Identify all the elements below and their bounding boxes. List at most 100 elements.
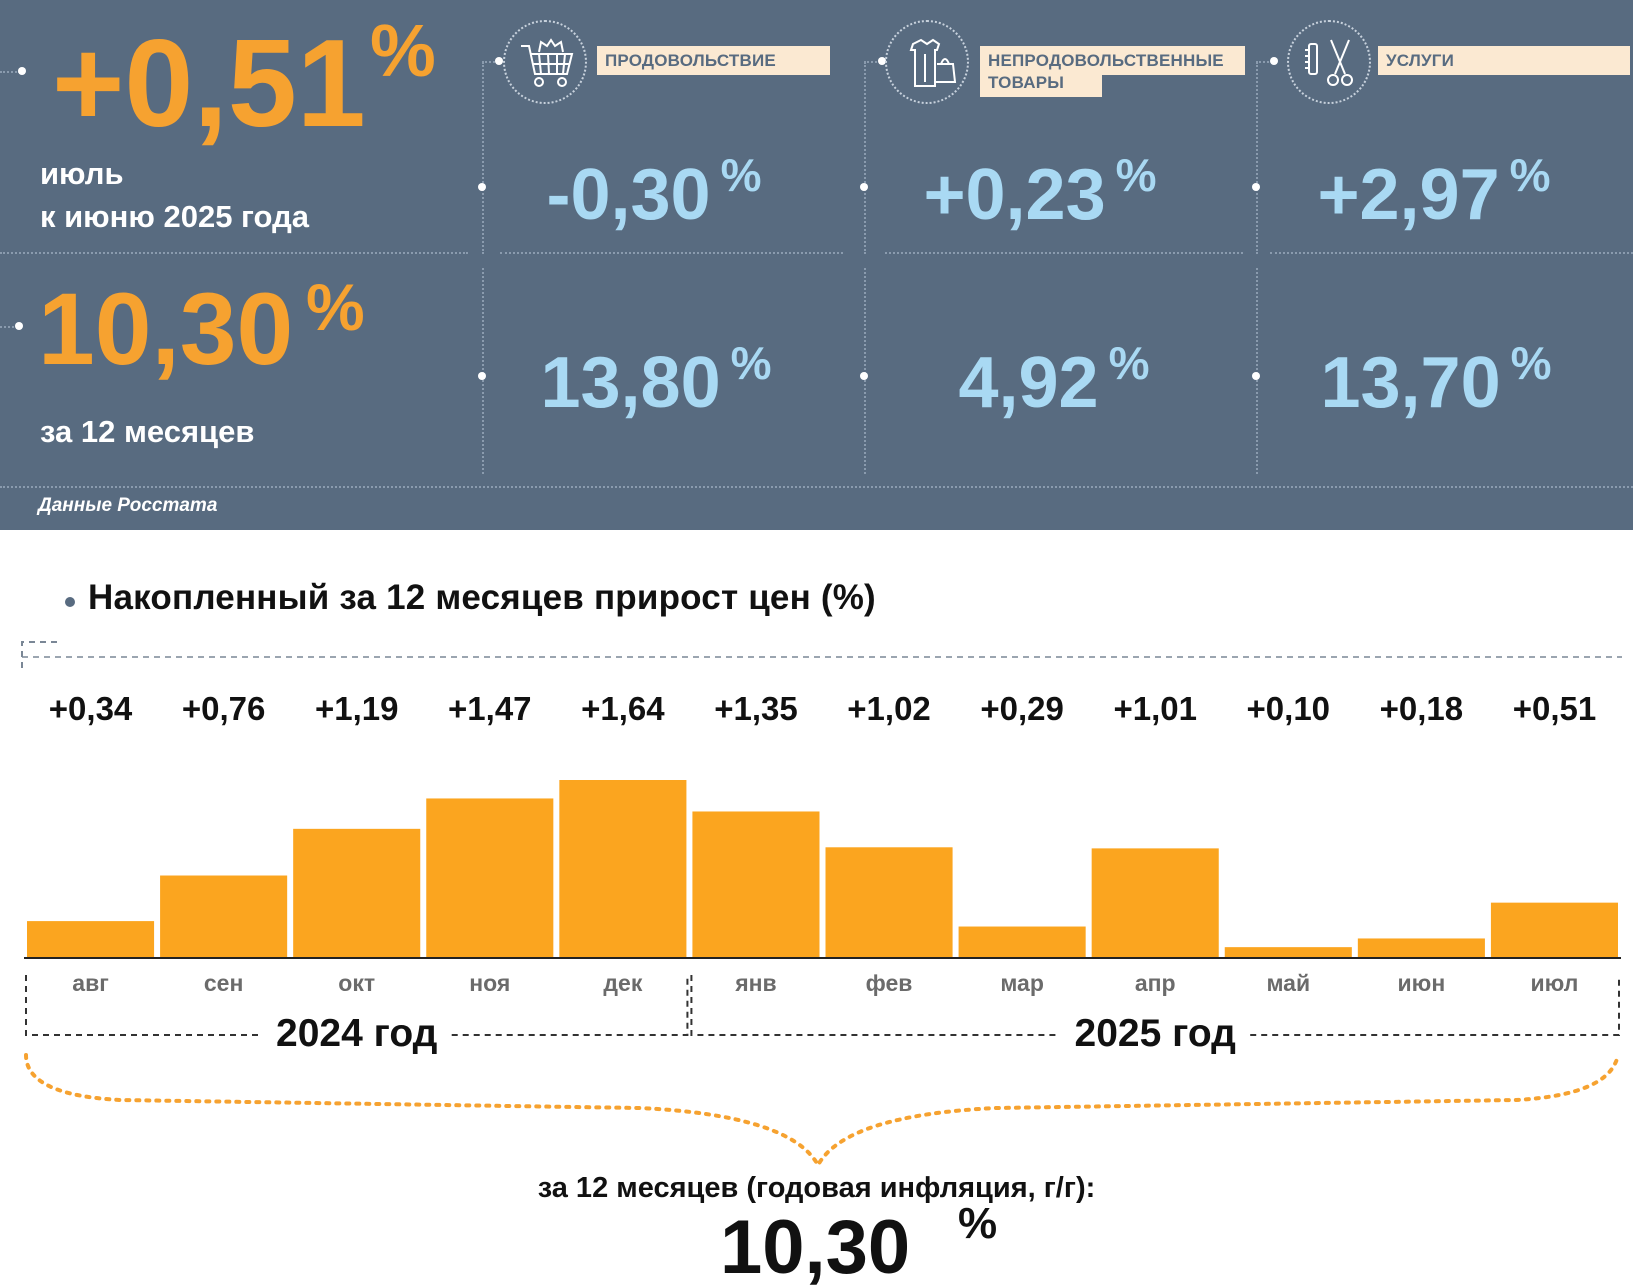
year-bracket [451, 975, 689, 1036]
divider [864, 268, 866, 474]
month-caption: июль к июню 2025 года [40, 152, 309, 238]
year-bracket [690, 975, 1061, 1036]
bar-value-label: +1,19 [315, 690, 399, 727]
bullet-dot [878, 57, 886, 65]
bar-value-label: +0,34 [49, 690, 133, 727]
bar [426, 798, 554, 958]
year-bracket [25, 975, 262, 1036]
bar-value-label: +1,02 [847, 690, 931, 727]
bar [160, 875, 288, 958]
divider [885, 252, 1243, 254]
year-group-label: 2025 год [1075, 1012, 1237, 1055]
x-tick-label: авг [72, 970, 109, 996]
connector [0, 326, 18, 328]
bar-value-label: +0,76 [182, 690, 266, 727]
bar-value-label: +0,10 [1247, 690, 1331, 727]
month-caption-line1: июль [40, 156, 124, 191]
year-group-label: 2024 год [276, 1012, 438, 1055]
x-tick-label: мар [1000, 970, 1044, 996]
percent-sign: % [1509, 149, 1551, 201]
x-tick-label: фев [866, 970, 913, 996]
source-note: Данные Росстата [38, 495, 218, 516]
year-bracket [1250, 975, 1620, 1036]
year-inflation-number: 10,30 [38, 272, 294, 386]
services-year-value: 13,70% [1286, 340, 1586, 419]
bar [958, 926, 1086, 958]
year-caption: за 12 месяцев [40, 414, 255, 449]
bar-value-label: +1,47 [448, 690, 532, 727]
bar [1490, 902, 1618, 958]
divider [1270, 252, 1633, 254]
divider [500, 252, 843, 254]
bullet-dot [478, 372, 486, 380]
services-month-number: +2,97 [1317, 155, 1500, 235]
title-connector [21, 641, 62, 668]
title-bullet [65, 597, 75, 607]
food-month-number: -0,30 [546, 155, 711, 235]
connector [0, 71, 20, 73]
percent-sign: % [1108, 337, 1150, 389]
bullet-dot [18, 67, 26, 75]
bar-value-label: +0,29 [980, 690, 1064, 727]
comb-scissors-icon [1287, 20, 1371, 104]
clothing-bag-icon [885, 20, 969, 104]
connector [482, 61, 502, 63]
month-caption-line2: к июню 2025 года [40, 199, 309, 234]
bar [1224, 947, 1352, 958]
bar-value-label: +1,01 [1113, 690, 1197, 727]
nonfood-year-value: 4,92% [904, 340, 1204, 419]
bullet-dot [860, 183, 868, 191]
summary-panel: +0,51 % июль к июню 2025 года 10,30 % за… [0, 0, 1633, 530]
bullet-dot [1270, 57, 1278, 65]
connector [1256, 61, 1276, 63]
x-tick-label: июн [1398, 970, 1446, 996]
divider [864, 62, 866, 254]
food-year-number: 13,80 [540, 343, 721, 423]
x-tick-label: сен [204, 970, 243, 996]
nonfood-month-value: +0,23% [890, 152, 1190, 231]
services-month-value: +2,97% [1284, 152, 1584, 231]
x-tick-label: апр [1135, 970, 1176, 996]
bullet-dot [495, 57, 503, 65]
bar [27, 921, 155, 958]
category-label-text: ТОВАРЫ [988, 73, 1065, 92]
category-label-nonfood-line2: ТОВАРЫ [980, 72, 1102, 97]
divider [1256, 268, 1258, 474]
x-tick-label: дек [603, 970, 642, 996]
percent-sign: % [730, 337, 772, 389]
percent-sign: % [1510, 337, 1552, 389]
divider [0, 252, 468, 254]
bullet-dot [860, 372, 868, 380]
percent-sign: % [306, 270, 365, 344]
x-tick-label: ноя [469, 970, 510, 996]
bar [559, 780, 687, 958]
food-year-value: 13,80% [506, 340, 806, 419]
bar-value-label: +1,35 [714, 690, 798, 727]
bullet-dot [1252, 372, 1260, 380]
connector [864, 61, 884, 63]
bullet-dot [15, 322, 23, 330]
category-label-text: НЕПРОДОВОЛЬСТВЕННЫЕ [988, 51, 1224, 70]
bar [1357, 938, 1485, 958]
nonfood-month-number: +0,23 [923, 155, 1106, 235]
nonfood-year-number: 4,92 [958, 343, 1099, 423]
bullet-dot [1252, 183, 1260, 191]
bar-value-label: +0,51 [1513, 690, 1597, 727]
percent-sign: % [370, 9, 436, 92]
category-label-food: ПРОДОВОЛЬСТВИЕ [597, 46, 830, 75]
percent-sign: % [958, 1199, 998, 1248]
orange-brace [24, 1053, 1620, 1170]
x-tick-label: июл [1531, 970, 1579, 996]
category-label-services: УСЛУГИ [1378, 46, 1630, 75]
bar-value-label: +1,64 [581, 690, 665, 727]
category-label-nonfood: НЕПРОДОВОЛЬСТВЕННЫЕ [980, 46, 1245, 75]
x-tick-label: янв [734, 970, 776, 996]
annual-inflation-number: 10,30 [720, 1205, 911, 1285]
percent-sign: % [720, 149, 762, 201]
month-inflation-value: +0,51 % [52, 14, 436, 147]
bar [293, 828, 421, 958]
divider [0, 486, 1633, 488]
services-year-number: 13,70 [1320, 343, 1501, 423]
divider [482, 268, 484, 474]
divider [482, 62, 484, 254]
